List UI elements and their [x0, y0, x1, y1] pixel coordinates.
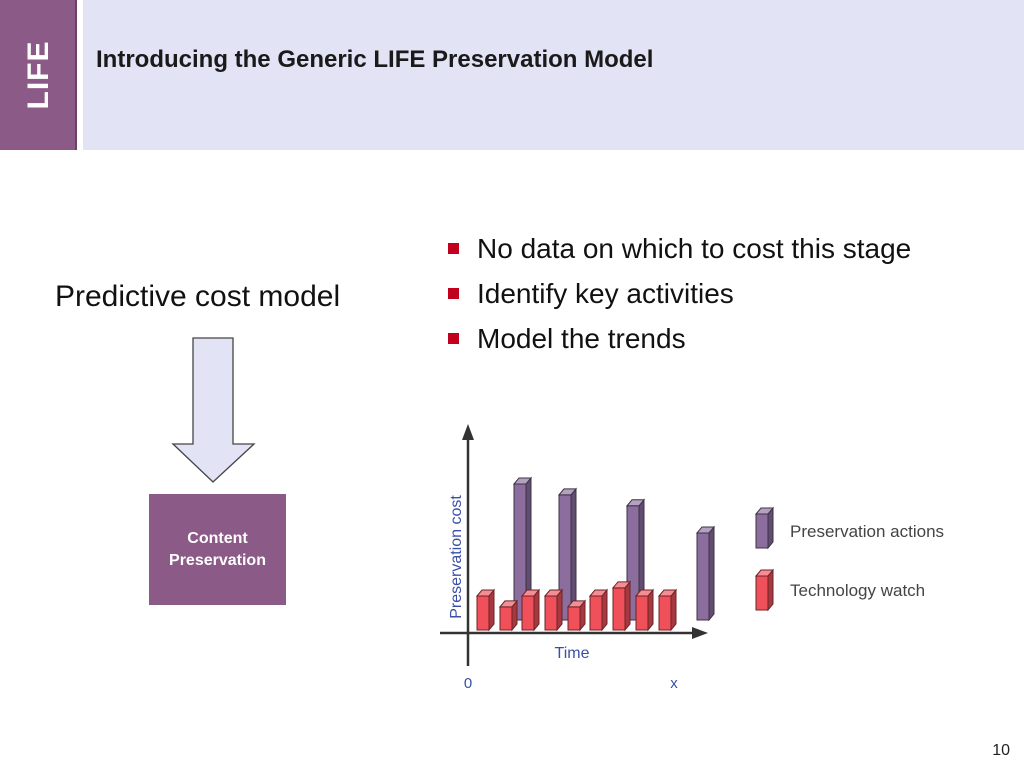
chart-legend: Preservation actions Technology watch: [754, 506, 944, 612]
bar-technology-watch-side: [488, 588, 495, 632]
bar-technology-watch-front: [589, 595, 603, 631]
legend-swatch-technology-watch-top: [754, 569, 775, 577]
bar-technology-watch: [498, 599, 519, 632]
bar-technology-watch-top: [588, 589, 609, 597]
bar-preservation-actions: [695, 525, 716, 622]
bar-technology-watch-top: [611, 581, 632, 589]
bullet-text: Model the trends: [477, 322, 686, 354]
bar-technology-watch-top: [520, 589, 541, 597]
header-band: [83, 0, 1024, 150]
bullet-list: No data on which to cost this stage Iden…: [448, 226, 911, 361]
bar-technology-watch: [520, 588, 541, 632]
y-axis-label: Preservation cost: [448, 495, 465, 619]
chart-axes: [440, 424, 708, 666]
bar-technology-watch-side: [533, 588, 540, 632]
bar-technology-watch-front: [567, 606, 581, 631]
bar-technology-watch-side: [647, 588, 654, 632]
bar-technology-watch: [611, 580, 632, 632]
x-tick-start: 0: [464, 675, 472, 692]
bar-preservation-actions-side: [570, 487, 577, 622]
square-bullet-icon: [448, 288, 459, 299]
bar-technology-watch: [634, 588, 655, 632]
bullet-item: Model the trends: [448, 316, 911, 361]
content-preservation-box: Content Preservation: [149, 494, 286, 605]
bullet-text: No data on which to cost this stage: [477, 232, 912, 264]
x-axis-arrowhead: [692, 627, 708, 639]
bar-technology-watch-side: [601, 588, 608, 632]
page-number: 10: [992, 742, 1010, 759]
bar-preservation-actions-top: [695, 526, 716, 534]
down-arrow-icon: [171, 337, 256, 483]
bar-technology-watch-front: [612, 587, 626, 631]
legend-swatch-preservation-actions: [754, 506, 775, 550]
bar-technology-watch: [566, 599, 587, 632]
content-box-line1: Content: [187, 529, 248, 547]
bullet-text: Identify key activities: [477, 277, 734, 309]
bar-technology-watch-front: [544, 595, 558, 631]
square-bullet-icon: [448, 333, 459, 344]
bar-technology-watch: [543, 588, 564, 632]
bar-technology-watch: [588, 588, 609, 632]
bar-preservation-actions-top: [557, 488, 578, 496]
bullet-item: No data on which to cost this stage: [448, 226, 911, 271]
legend-swatch-preservation-actions-front: [755, 513, 769, 549]
bar-technology-watch-front: [635, 595, 649, 631]
bar-technology-watch-side: [624, 580, 631, 632]
bar-technology-watch-side: [556, 588, 563, 632]
bar-technology-watch: [475, 588, 496, 632]
chart-bars: [475, 476, 716, 632]
life-tab-label: LIFE: [22, 40, 55, 110]
bar-technology-watch-top: [543, 589, 564, 597]
content-box-line2: Preservation: [169, 551, 266, 569]
legend-swatch-technology-watch: [754, 568, 775, 612]
legend-swatch-technology-watch-side: [767, 568, 774, 612]
life-side-tab: LIFE: [0, 0, 77, 150]
bar-preservation-actions: [557, 487, 578, 622]
bar-technology-watch-side: [670, 588, 677, 632]
preservation-cost-chart: Preservation cost Time 0 x Preservation …: [440, 424, 944, 692]
legend-label-preservation-actions: Preservation actions: [790, 522, 944, 541]
x-tick-end: x: [670, 675, 678, 692]
square-bullet-icon: [448, 243, 459, 254]
y-axis-arrowhead: [462, 424, 474, 440]
bar-technology-watch-front: [499, 606, 513, 631]
legend-swatch-preservation-actions-side: [767, 506, 774, 550]
predictive-cost-label: Predictive cost model: [55, 280, 341, 313]
legend-swatch-preservation-actions-top: [754, 507, 775, 515]
bar-technology-watch-top: [475, 589, 496, 597]
bar-preservation-actions-side: [708, 525, 715, 622]
bar-preservation-actions-top: [625, 499, 646, 507]
legend-swatch-technology-watch-front: [755, 575, 769, 611]
bar-technology-watch-front: [658, 595, 672, 631]
bullet-item: Identify key activities: [448, 271, 911, 316]
slide-title: Introducing the Generic LIFE Preservatio…: [96, 46, 654, 73]
bar-technology-watch-front: [521, 595, 535, 631]
bar-technology-watch: [657, 588, 678, 632]
bar-technology-watch-top: [498, 600, 519, 608]
bar-technology-watch-front: [476, 595, 490, 631]
bar-preservation-actions-front: [696, 532, 710, 621]
x-axis-label: Time: [555, 645, 590, 662]
bar-technology-watch-top: [566, 600, 587, 608]
bar-technology-watch-top: [634, 589, 655, 597]
bar-preservation-actions-top: [512, 477, 533, 485]
legend-label-technology-watch: Technology watch: [790, 581, 925, 600]
bar-technology-watch-top: [657, 589, 678, 597]
